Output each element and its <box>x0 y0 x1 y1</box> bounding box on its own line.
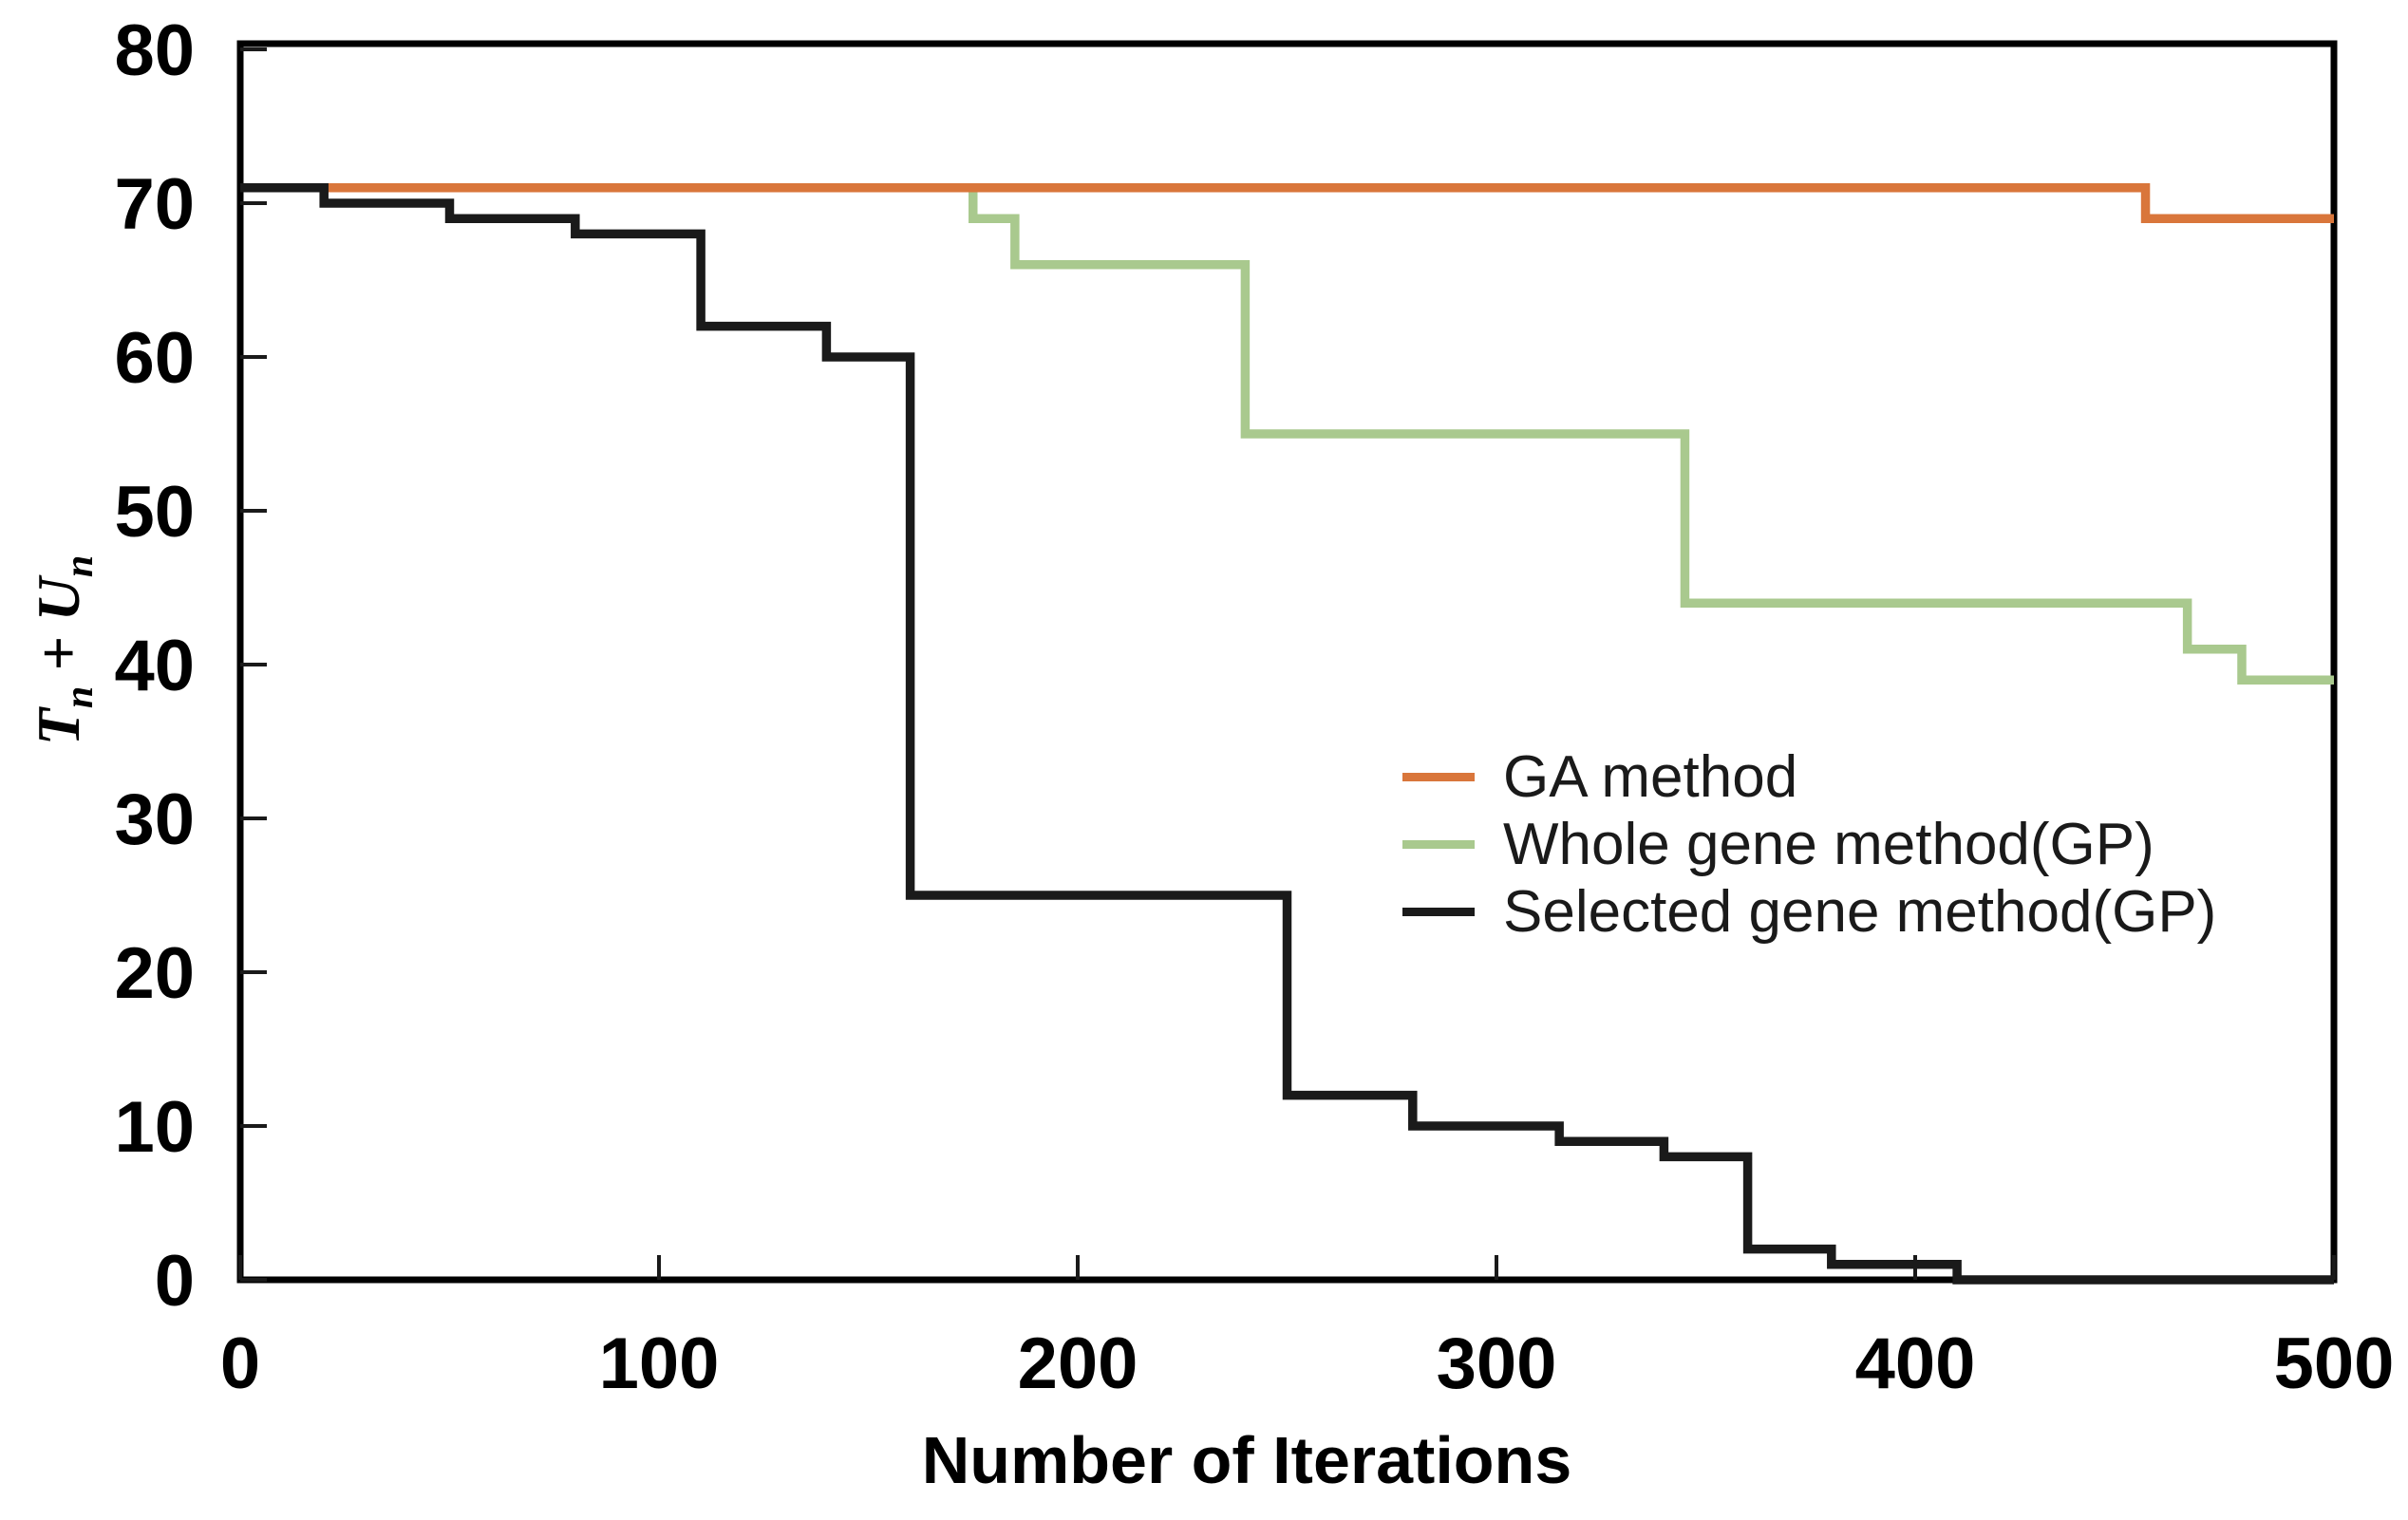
series-line-selected-gene-method-gp <box>240 183 2334 1285</box>
legend: GA method Whole gene method(GP) Selected… <box>1402 743 2216 946</box>
y-tick-label-0: 0 <box>155 1241 195 1322</box>
x-tick-label-500: 500 <box>2274 1323 2395 1404</box>
series-line-ga-method <box>240 183 2334 223</box>
y-tick-label-80: 80 <box>114 10 195 91</box>
legend-swatch-whole-gene-method <box>1402 840 1475 849</box>
y-tick-label-70: 70 <box>114 164 195 245</box>
x-axis-title: Number of Iterations <box>921 1423 1572 1497</box>
x-tick-label-400: 400 <box>1855 1323 1976 1404</box>
y-axis-title-var2: U <box>25 577 92 622</box>
legend-item-whole-gene-method: Whole gene method(GP) <box>1402 811 2216 878</box>
y-axis-title: Tn + Un <box>24 555 102 746</box>
legend-item-selected-gene-method: Selected gene method(GP) <box>1402 878 2216 946</box>
series-line-whole-gene-method-gp <box>240 183 2334 685</box>
legend-label-selected-gene-method: Selected gene method(GP) <box>1503 879 2217 945</box>
legend-swatch-selected-gene-method <box>1402 908 1475 916</box>
y-axis-title-sub1: n <box>57 685 102 709</box>
legend-label-ga-method: GA method <box>1503 744 1798 810</box>
legend-swatch-ga-method <box>1402 773 1475 781</box>
x-tick-label-100: 100 <box>599 1323 720 1404</box>
legend-item-ga-method: GA method <box>1402 743 2216 811</box>
legend-label-whole-gene-method: Whole gene method(GP) <box>1503 812 2154 877</box>
x-tick-label-300: 300 <box>1437 1323 1557 1404</box>
y-tick-label-40: 40 <box>114 626 195 706</box>
x-tick-label-0: 0 <box>220 1323 260 1404</box>
y-axis-title-var1: T <box>25 708 92 746</box>
y-tick-label-50: 50 <box>114 472 195 553</box>
y-axis-title-op: + <box>25 621 92 686</box>
x-tick-label-200: 200 <box>1018 1323 1138 1404</box>
y-tick-label-30: 30 <box>114 779 195 860</box>
y-tick-label-10: 10 <box>114 1087 195 1168</box>
y-axis-title-sub2: n <box>57 554 102 578</box>
plot-frame <box>236 40 2338 1284</box>
y-tick-label-20: 20 <box>114 933 195 1014</box>
y-tick-label-60: 60 <box>114 318 195 399</box>
